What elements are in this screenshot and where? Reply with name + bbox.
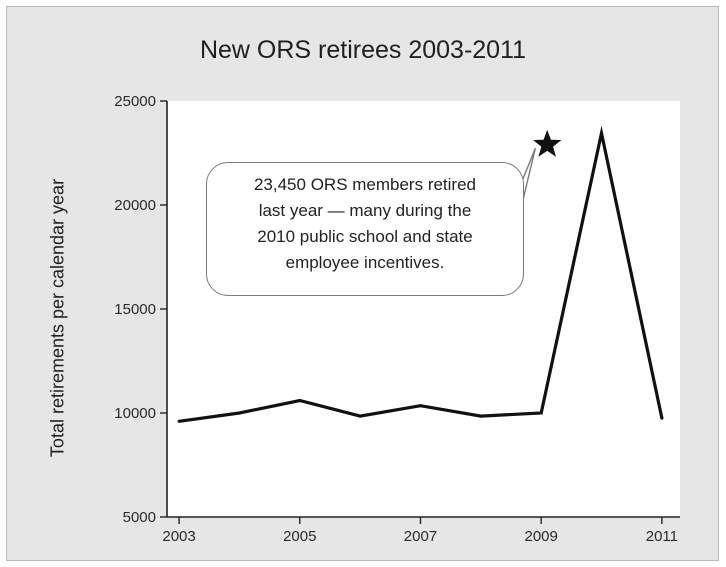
y-tick-label: 20000 (114, 197, 156, 214)
data-point (600, 131, 603, 135)
data-point (539, 411, 543, 415)
annotation-line: 2010 public school and state (257, 227, 473, 246)
data-point (237, 411, 241, 415)
star-icon (533, 129, 562, 157)
annotation-line: employee incentives. (285, 253, 445, 272)
data-point (479, 414, 483, 418)
annotation-callout: 23,450 ORS members retired last year — m… (206, 162, 524, 296)
x-tick-label: 2009 (525, 528, 558, 545)
data-point (298, 399, 302, 402)
y-tick-label: 25000 (114, 93, 156, 110)
y-tick-label: 15000 (114, 301, 156, 318)
data-point (419, 404, 422, 408)
data-point (177, 419, 181, 423)
x-tick-label: 2007 (404, 528, 437, 545)
x-tick-label: 2011 (646, 528, 678, 545)
x-tick-label: 2003 (162, 528, 195, 545)
annotation-line: last year — many during the (258, 201, 472, 220)
y-tick-label: 5000 (123, 509, 156, 526)
y-tick-label: 10000 (114, 405, 156, 422)
annotation-line: 23,450 ORS members retired (253, 175, 477, 194)
data-point (660, 416, 664, 420)
data-point (358, 414, 362, 418)
chart-title: New ORS retirees 2003-2011 (199, 36, 527, 64)
x-tick-label: 2005 (283, 528, 316, 545)
